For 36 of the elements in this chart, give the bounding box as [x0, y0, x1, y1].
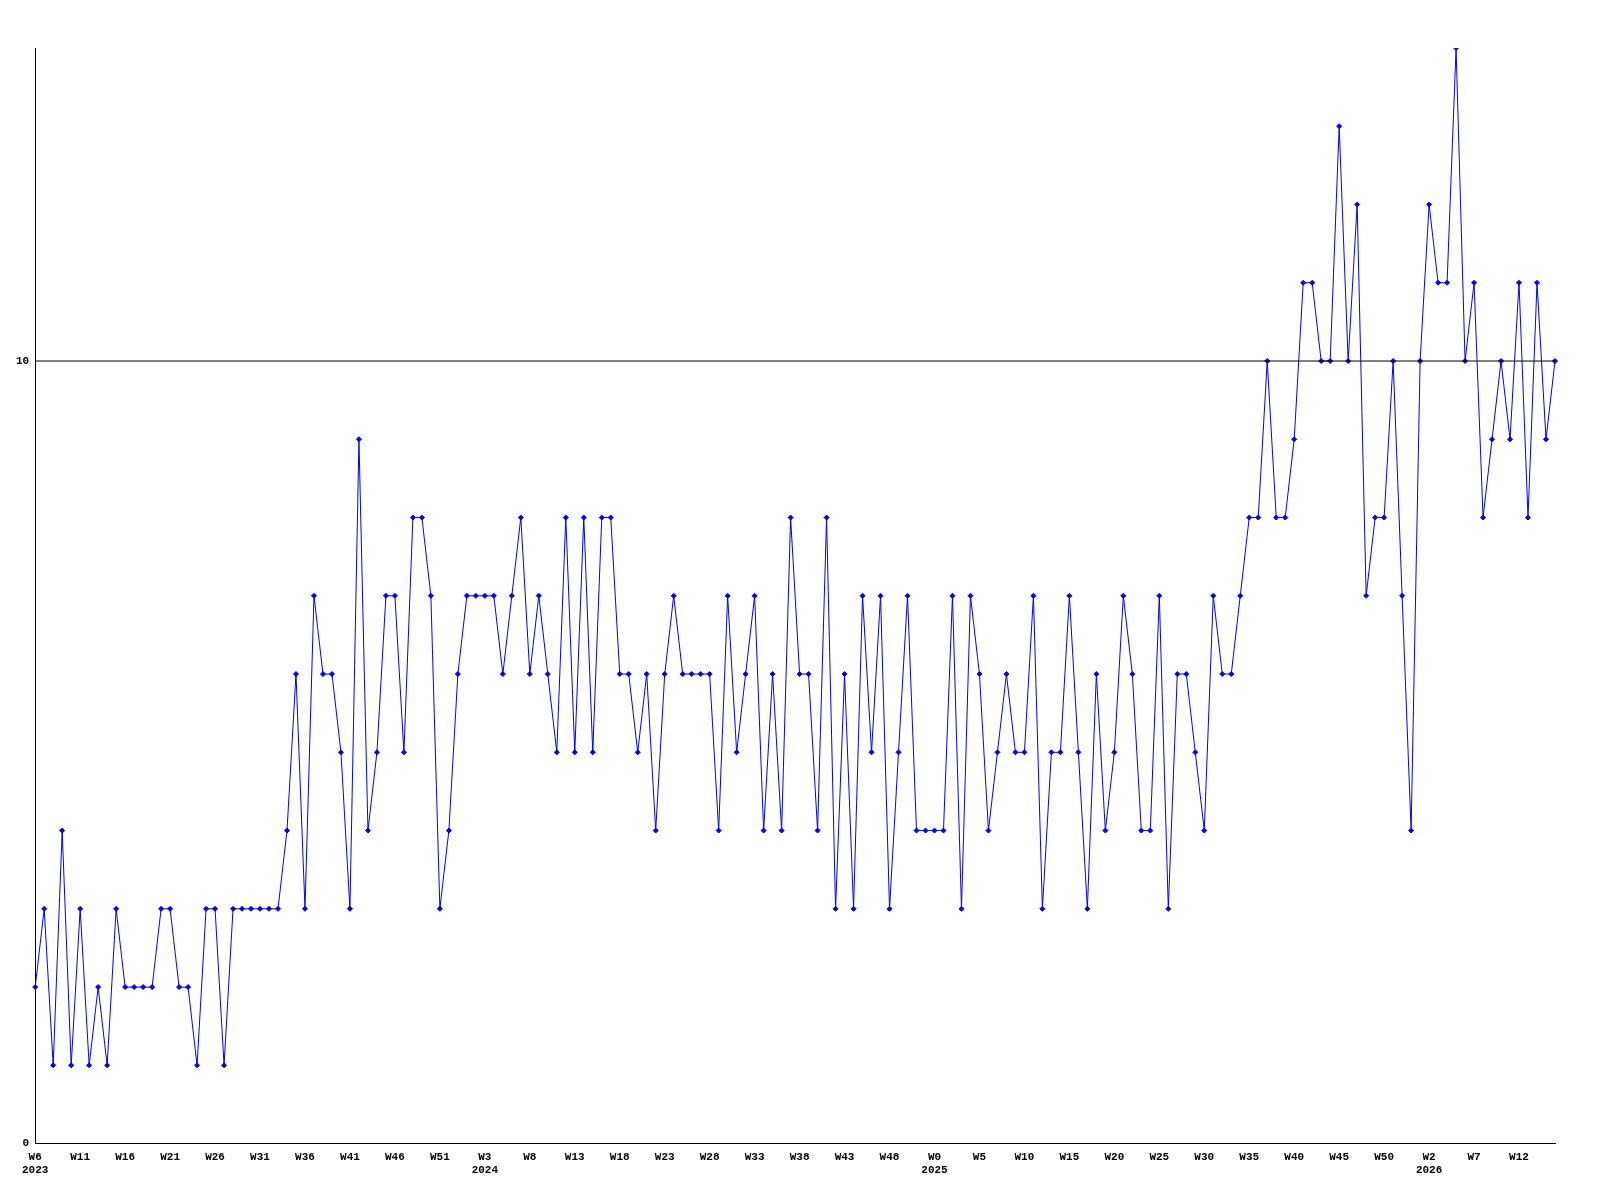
x-tick-label: W21 — [160, 1150, 181, 1163]
x-tick-label: W5 — [972, 1150, 987, 1163]
x-tick-label: W46 — [385, 1150, 405, 1163]
x-tick-label: W35 — [1239, 1150, 1260, 1163]
x-tick-label: W3 2024 — [471, 1150, 499, 1177]
x-tick-label: W50 — [1374, 1150, 1395, 1163]
x-tick-label: W31 — [250, 1150, 271, 1163]
x-tick-label: W11 — [70, 1150, 91, 1163]
x-tick-label: W7 — [1467, 1150, 1481, 1163]
x-tick-label: W30 — [1194, 1150, 1215, 1163]
x-tick-label: W20 — [1104, 1150, 1125, 1163]
x-tick-label: W48 — [879, 1150, 900, 1163]
x-tick-label: W10 — [1014, 1150, 1035, 1163]
y-tick-label: 10 — [16, 354, 30, 367]
x-tick-label: W38 — [789, 1150, 810, 1163]
x-tick-label: W13 — [564, 1150, 586, 1163]
x-tick-label: W26 — [205, 1150, 225, 1163]
x-tick-label: W15 — [1059, 1150, 1080, 1163]
x-tick-label: W25 — [1149, 1150, 1170, 1163]
x-tick-label: W36 — [295, 1150, 315, 1163]
x-tick-label: W18 — [609, 1150, 631, 1163]
x-tick-label: W23 — [654, 1150, 675, 1163]
x-tick-label: W16 — [115, 1150, 136, 1163]
x-tick-label: W0 2025 — [921, 1150, 949, 1177]
x-tick-label: W12 — [1509, 1150, 1529, 1163]
x-tick-label: W6 2023 — [22, 1150, 49, 1177]
x-tick-label: W33 — [744, 1150, 765, 1163]
y-tick-label: 0 — [22, 1137, 30, 1150]
x-tick-label: W41 — [340, 1150, 361, 1163]
x-tick-label: W45 — [1329, 1150, 1350, 1163]
x-tick-label: W40 — [1284, 1150, 1305, 1163]
x-tick-label: W51 — [429, 1150, 451, 1163]
x-tick-label: W28 — [699, 1150, 720, 1163]
x-tick-label: W43 — [834, 1150, 855, 1163]
x-tick-label: W8 — [523, 1150, 537, 1163]
x-tick-label: W2 2026 — [1415, 1150, 1443, 1177]
